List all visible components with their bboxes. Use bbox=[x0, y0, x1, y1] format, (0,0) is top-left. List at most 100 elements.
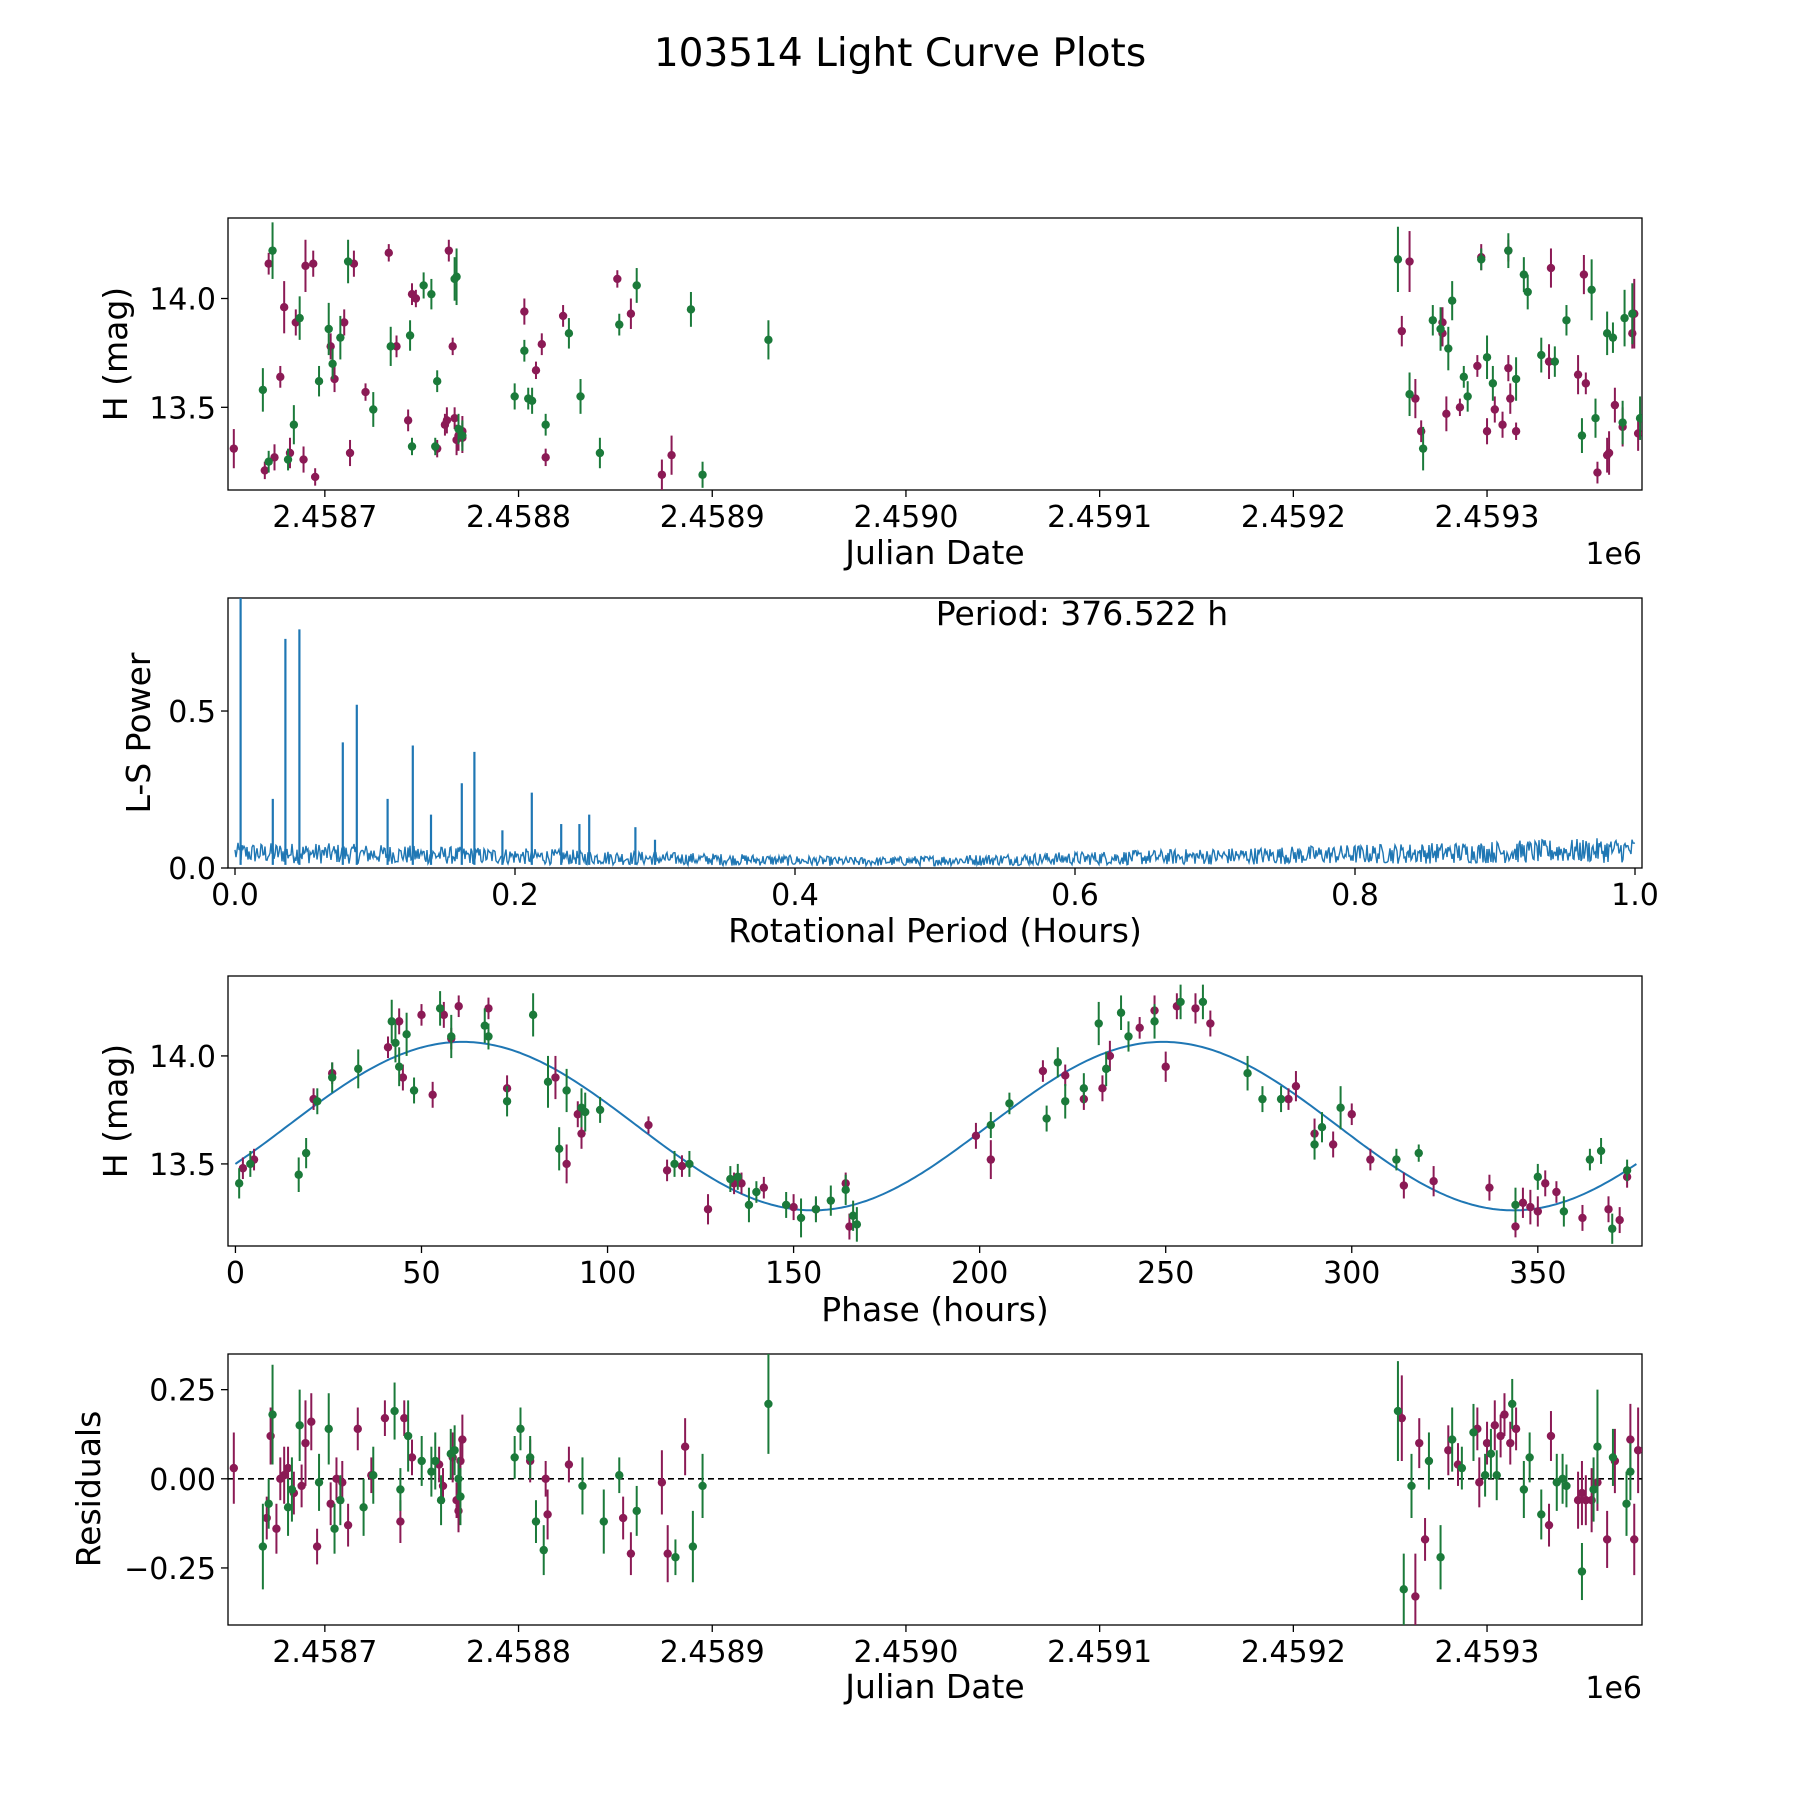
phase-green-point bbox=[1511, 1200, 1520, 1210]
raw-green-point bbox=[283, 455, 293, 464]
phase-points bbox=[234, 984, 1632, 1244]
phase-magenta-point bbox=[383, 1043, 393, 1052]
residuals-magenta-point bbox=[1415, 1438, 1424, 1448]
phase-green-point bbox=[1276, 1094, 1286, 1104]
residuals-xtick-label: 2.4589 bbox=[660, 1635, 765, 1670]
residuals-magenta-point bbox=[396, 1517, 405, 1526]
residuals-green-point bbox=[1626, 1467, 1635, 1476]
phase-green-point bbox=[294, 1170, 303, 1179]
phase-green-point bbox=[752, 1187, 761, 1197]
raw-magenta-point bbox=[384, 248, 393, 258]
phase-xtick-label: 0 bbox=[226, 1256, 245, 1291]
residuals-magenta-point bbox=[657, 1478, 667, 1487]
raw-light-curve-offset-text: 1e6 bbox=[1585, 537, 1642, 572]
raw-magenta-point bbox=[270, 453, 279, 462]
residuals-green-point bbox=[1436, 1553, 1445, 1562]
phase-magenta-point bbox=[1429, 1177, 1438, 1186]
residuals-green-point bbox=[417, 1456, 426, 1466]
raw-magenta-point bbox=[1581, 379, 1591, 388]
phase-green-point bbox=[1094, 1019, 1103, 1028]
phase-green-point bbox=[409, 1086, 419, 1095]
raw-magenta-point bbox=[276, 372, 285, 382]
phase-green-point bbox=[581, 1107, 590, 1117]
raw-magenta-point bbox=[1593, 468, 1602, 477]
residuals-green-point bbox=[427, 1467, 436, 1476]
phase-green-point bbox=[394, 1062, 404, 1071]
raw-magenta-point bbox=[657, 470, 667, 479]
raw-green-point bbox=[1591, 413, 1600, 423]
raw-green-point bbox=[1577, 431, 1587, 440]
raw-magenta-point bbox=[340, 318, 349, 327]
phase-magenta-point bbox=[428, 1090, 437, 1100]
raw-green-point bbox=[1618, 418, 1627, 427]
raw-green-point bbox=[1463, 392, 1472, 401]
phase-magenta-point bbox=[1061, 1071, 1070, 1080]
raw-magenta-point bbox=[260, 466, 270, 475]
residuals-green-point bbox=[324, 1424, 333, 1434]
raw-green-point bbox=[268, 246, 277, 255]
residuals-green-point bbox=[396, 1485, 405, 1494]
raw-magenta-point bbox=[531, 366, 541, 375]
residuals-magenta-point bbox=[1602, 1535, 1612, 1544]
raw-magenta-point bbox=[442, 416, 452, 425]
residuals-magenta-point bbox=[1573, 1495, 1583, 1505]
periodogram-xtick-label: 0.6 bbox=[1051, 878, 1099, 913]
raw-green-point bbox=[686, 305, 696, 314]
residuals-magenta-point bbox=[338, 1478, 347, 1487]
raw-green-point bbox=[427, 289, 436, 299]
residuals-green-point bbox=[359, 1503, 368, 1512]
raw-xtick-label: 2.4592 bbox=[1241, 500, 1346, 535]
raw-magenta-point bbox=[1416, 427, 1426, 436]
phase-green-point bbox=[543, 1077, 553, 1087]
raw-green-point bbox=[595, 448, 605, 458]
residuals-offset-text: 1e6 bbox=[1585, 1671, 1642, 1706]
raw-green-point bbox=[541, 420, 550, 429]
phase-green-point bbox=[402, 1030, 411, 1039]
residuals-green-point bbox=[1508, 1399, 1517, 1409]
residuals-green-point bbox=[1608, 1453, 1618, 1462]
phase-green-point bbox=[1101, 1064, 1111, 1074]
raw-magenta-point bbox=[1405, 257, 1414, 266]
residuals-magenta-point bbox=[266, 1431, 275, 1441]
raw-magenta-point bbox=[1506, 394, 1515, 403]
phase-magenta-point bbox=[562, 1159, 571, 1169]
raw-green-point bbox=[432, 377, 442, 386]
periodogram-annotation: Period: 376.522 h bbox=[936, 594, 1228, 633]
raw-magenta-point bbox=[279, 303, 289, 312]
phase-green-point bbox=[726, 1174, 735, 1184]
residuals-green-point bbox=[632, 1506, 641, 1516]
raw-magenta-point bbox=[1498, 420, 1507, 429]
raw-green-point bbox=[1519, 270, 1529, 279]
raw-green-point bbox=[405, 331, 415, 340]
residuals-green-point bbox=[516, 1424, 525, 1434]
phase-magenta-point bbox=[1135, 1023, 1144, 1033]
raw-green-point bbox=[1405, 390, 1414, 399]
raw-xtick-label: 2.4587 bbox=[272, 500, 377, 535]
periodogram-noise-line bbox=[234, 838, 1636, 868]
residuals-green-point bbox=[599, 1517, 608, 1526]
phase-magenta-point bbox=[1399, 1181, 1409, 1190]
periodogram-xtick-label: 1.0 bbox=[1611, 878, 1659, 913]
residuals-green-point bbox=[264, 1499, 273, 1508]
residuals-magenta-point bbox=[680, 1442, 690, 1451]
residuals-magenta-point bbox=[454, 1506, 463, 1516]
phase-magenta-point bbox=[1485, 1183, 1494, 1192]
raw-green-point bbox=[1628, 309, 1637, 318]
residuals-magenta-point bbox=[1511, 1424, 1521, 1434]
raw-magenta-point bbox=[1442, 409, 1451, 419]
raw-magenta-point bbox=[1511, 427, 1521, 436]
periodogram-lines bbox=[234, 598, 1636, 868]
phase-green-point bbox=[744, 1200, 754, 1210]
phase-green-point bbox=[1317, 1123, 1327, 1132]
phase-green-point bbox=[391, 1038, 400, 1048]
raw-green-point bbox=[1537, 350, 1546, 360]
raw-green-point bbox=[1504, 246, 1513, 255]
phase-magenta-point bbox=[551, 1073, 560, 1082]
raw-green-point bbox=[1511, 374, 1521, 384]
residuals-green-point bbox=[1589, 1485, 1598, 1494]
phase-magenta-point bbox=[1328, 1140, 1338, 1149]
raw-points bbox=[229, 222, 1642, 490]
residuals-magenta-point bbox=[1630, 1535, 1639, 1544]
residuals-magenta-point bbox=[400, 1413, 409, 1423]
raw-green-point bbox=[1393, 255, 1403, 264]
